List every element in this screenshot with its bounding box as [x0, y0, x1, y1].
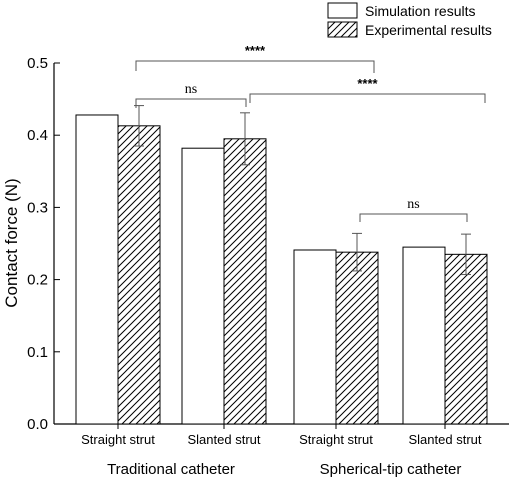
legend-label-simulation: Simulation results — [365, 3, 476, 19]
legend-swatch-experimental — [327, 21, 358, 38]
group-label: Spherical-tip catheter — [320, 461, 462, 478]
legend-swatch-simulation — [327, 2, 358, 19]
bar-experimental — [117, 125, 161, 425]
y-tick-label: 0.3 — [27, 199, 48, 216]
bar-experimental — [223, 138, 267, 425]
bar-simulation — [75, 114, 119, 425]
significance-bracket: ns — [359, 197, 468, 222]
significance-bracket: ns — [135, 82, 247, 108]
error-bars — [134, 105, 471, 276]
significance-brackets: **** ns **** ns — [135, 43, 486, 222]
bars — [75, 114, 488, 425]
category-label: Straight strut — [299, 432, 373, 447]
legend: Simulation results Experimental results — [327, 2, 492, 38]
legend-label-experimental: Experimental results — [365, 22, 492, 38]
category-label: Slanted strut — [409, 432, 482, 447]
y-tick-label: 0.0 — [27, 416, 48, 433]
bar-simulation — [181, 147, 225, 425]
y-tick-label: 0.2 — [27, 272, 48, 289]
bar-experimental — [335, 251, 379, 425]
group-label: Traditional catheter — [107, 461, 235, 478]
significance-label: **** — [245, 43, 266, 58]
x-labels: Straight strut Slanted strut Straight stru… — [81, 424, 482, 478]
bar-experimental — [444, 253, 488, 425]
category-label: Straight strut — [81, 432, 155, 447]
y-tick-label: 0.5 — [27, 55, 48, 72]
y-tick-label: 0.4 — [27, 127, 48, 144]
category-label: Slanted strut — [188, 432, 261, 447]
y-ticks: 0.0 0.1 0.2 0.3 0.4 0.5 — [27, 55, 60, 433]
y-tick-label: 0.1 — [27, 344, 48, 361]
significance-label: **** — [357, 76, 378, 91]
bar-simulation — [293, 249, 337, 425]
bar-simulation — [402, 246, 446, 425]
significance-bracket: **** — [135, 43, 375, 73]
y-axis-label: Contact force (N) — [2, 178, 21, 307]
significance-label: ns — [407, 197, 419, 212]
significance-bracket: **** — [249, 76, 486, 103]
significance-label: ns — [185, 82, 197, 97]
